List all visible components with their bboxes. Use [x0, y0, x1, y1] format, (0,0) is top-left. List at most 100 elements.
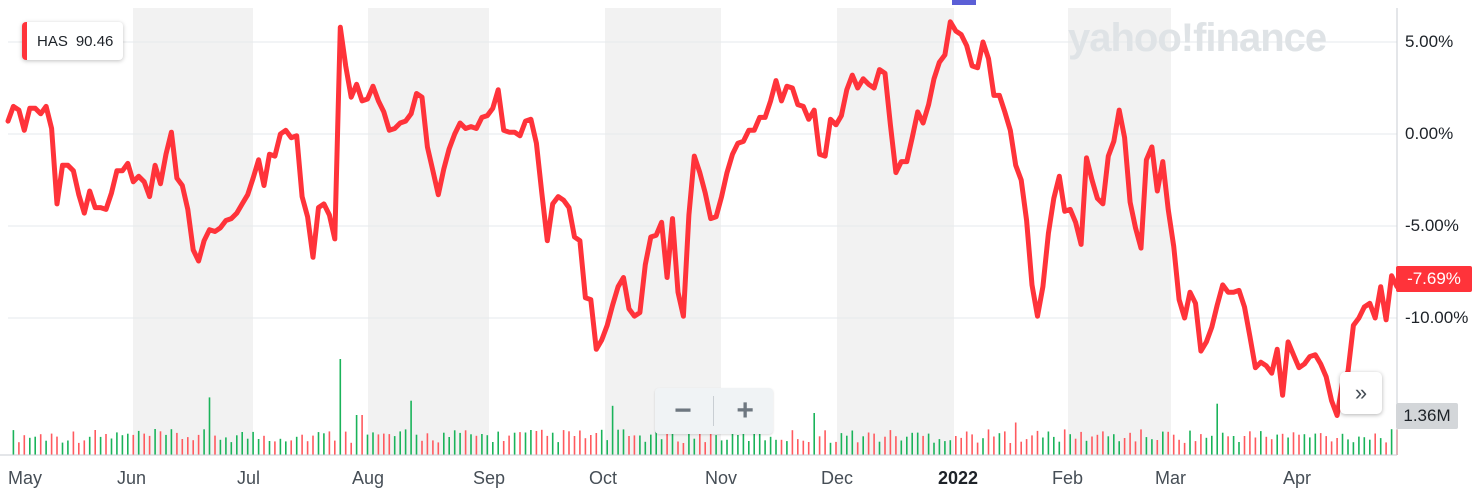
volume-bar	[797, 439, 799, 455]
volume-bar	[1042, 437, 1044, 455]
volume-bar	[1243, 436, 1246, 455]
price-line	[5, 19, 1400, 418]
volume-bar	[726, 439, 728, 455]
legend[interactable]: HAS 90.46	[22, 22, 124, 60]
volume-bar	[23, 435, 26, 455]
volume-bar	[1091, 436, 1093, 455]
volume-bar	[1319, 433, 1322, 455]
volume-bar	[241, 432, 243, 455]
volume-bar	[475, 435, 478, 455]
volume-bar	[268, 441, 271, 455]
volume-bar	[1325, 436, 1327, 455]
volume-bar	[236, 435, 238, 455]
volume-bar	[1194, 441, 1197, 455]
volume-bar	[159, 431, 162, 455]
volume-bar	[666, 432, 668, 455]
volume-bar	[225, 437, 227, 455]
volume-bar	[595, 433, 598, 455]
volume-bar	[824, 430, 826, 455]
volume-bar	[590, 435, 592, 455]
zoom-in-button[interactable]: +	[736, 394, 754, 427]
volume-bar	[1227, 436, 1229, 455]
volume-bar	[1025, 439, 1028, 455]
volume-bar	[911, 432, 913, 455]
volume-bar	[677, 441, 679, 455]
volume-bar	[807, 442, 810, 455]
volume-bar	[1129, 432, 1131, 455]
volume-bar	[644, 441, 647, 455]
volume-bar	[938, 439, 941, 455]
volume-bar	[753, 431, 755, 455]
volume-bar	[873, 433, 875, 455]
volume-bar	[1156, 440, 1159, 455]
volume-bar	[1336, 438, 1338, 455]
volume-bar	[361, 415, 363, 455]
volume-bar	[813, 413, 815, 455]
volume-bar	[1309, 437, 1311, 455]
volume-bar	[306, 441, 309, 455]
volume-bar	[1134, 441, 1137, 455]
volume-bar	[312, 435, 314, 455]
volume-bar	[486, 435, 489, 455]
volume-bar	[350, 442, 352, 455]
volume-bar	[1205, 437, 1208, 455]
volume-bar	[1249, 431, 1251, 455]
volume-bar	[334, 440, 336, 455]
volume-bar	[285, 441, 287, 455]
volume-bar	[443, 432, 445, 455]
volume-bar	[628, 436, 630, 455]
volume-bar	[1369, 439, 1371, 455]
volume-bar	[900, 440, 903, 455]
volume-bar	[1140, 429, 1142, 455]
volume-bar	[916, 432, 919, 455]
volume-bar	[230, 442, 233, 455]
zoom-out-button[interactable]: −	[674, 394, 692, 427]
volume-bar	[1352, 442, 1355, 455]
volume-bar	[12, 430, 15, 455]
x-tick-label: Jul	[237, 468, 261, 488]
volume-bar	[165, 434, 167, 455]
volume-bar	[448, 437, 450, 455]
volume-bar	[143, 433, 145, 455]
volume-bar	[290, 440, 292, 455]
x-tick-label: May	[8, 468, 43, 488]
next-range-button[interactable]: »	[1340, 372, 1382, 414]
volume-bar	[1260, 431, 1262, 455]
volume-bar	[78, 442, 80, 455]
volume-bar	[944, 441, 946, 455]
current-value-tag: -7.69%	[1396, 266, 1472, 292]
volume-bar	[88, 436, 91, 455]
volume-bar	[432, 440, 434, 455]
zoom-controls: − +	[655, 388, 773, 434]
volume-bar	[176, 432, 178, 455]
volume-bar	[622, 429, 625, 455]
volume-bar	[1107, 436, 1110, 455]
volume-bar	[453, 430, 456, 455]
volume-bar	[279, 438, 282, 455]
month-band	[1068, 8, 1171, 455]
x-tick-label: 2022	[938, 468, 979, 488]
volume-bar	[949, 440, 952, 455]
volume-bar	[606, 440, 608, 455]
volume-bar	[61, 442, 64, 455]
volume-bar	[415, 434, 418, 455]
volume-bar	[655, 429, 657, 455]
volume-bar	[513, 432, 516, 455]
volume-bar	[579, 430, 581, 455]
volume-bar	[895, 436, 897, 455]
volume-bar	[965, 431, 968, 455]
volume-bar	[1004, 431, 1006, 455]
volume-bar	[105, 434, 107, 455]
volume-bar	[737, 435, 739, 455]
volume-bar	[1379, 438, 1382, 455]
volume-bar	[1374, 433, 1376, 455]
x-tick-label: Aug	[352, 468, 385, 488]
volume-bar	[818, 436, 821, 455]
volume-bar	[1069, 434, 1071, 455]
volume-bar	[344, 431, 347, 455]
volume-bar	[758, 431, 761, 455]
volume-bar	[802, 440, 805, 455]
volume-bar	[154, 429, 156, 455]
volume-bar	[1113, 434, 1115, 455]
